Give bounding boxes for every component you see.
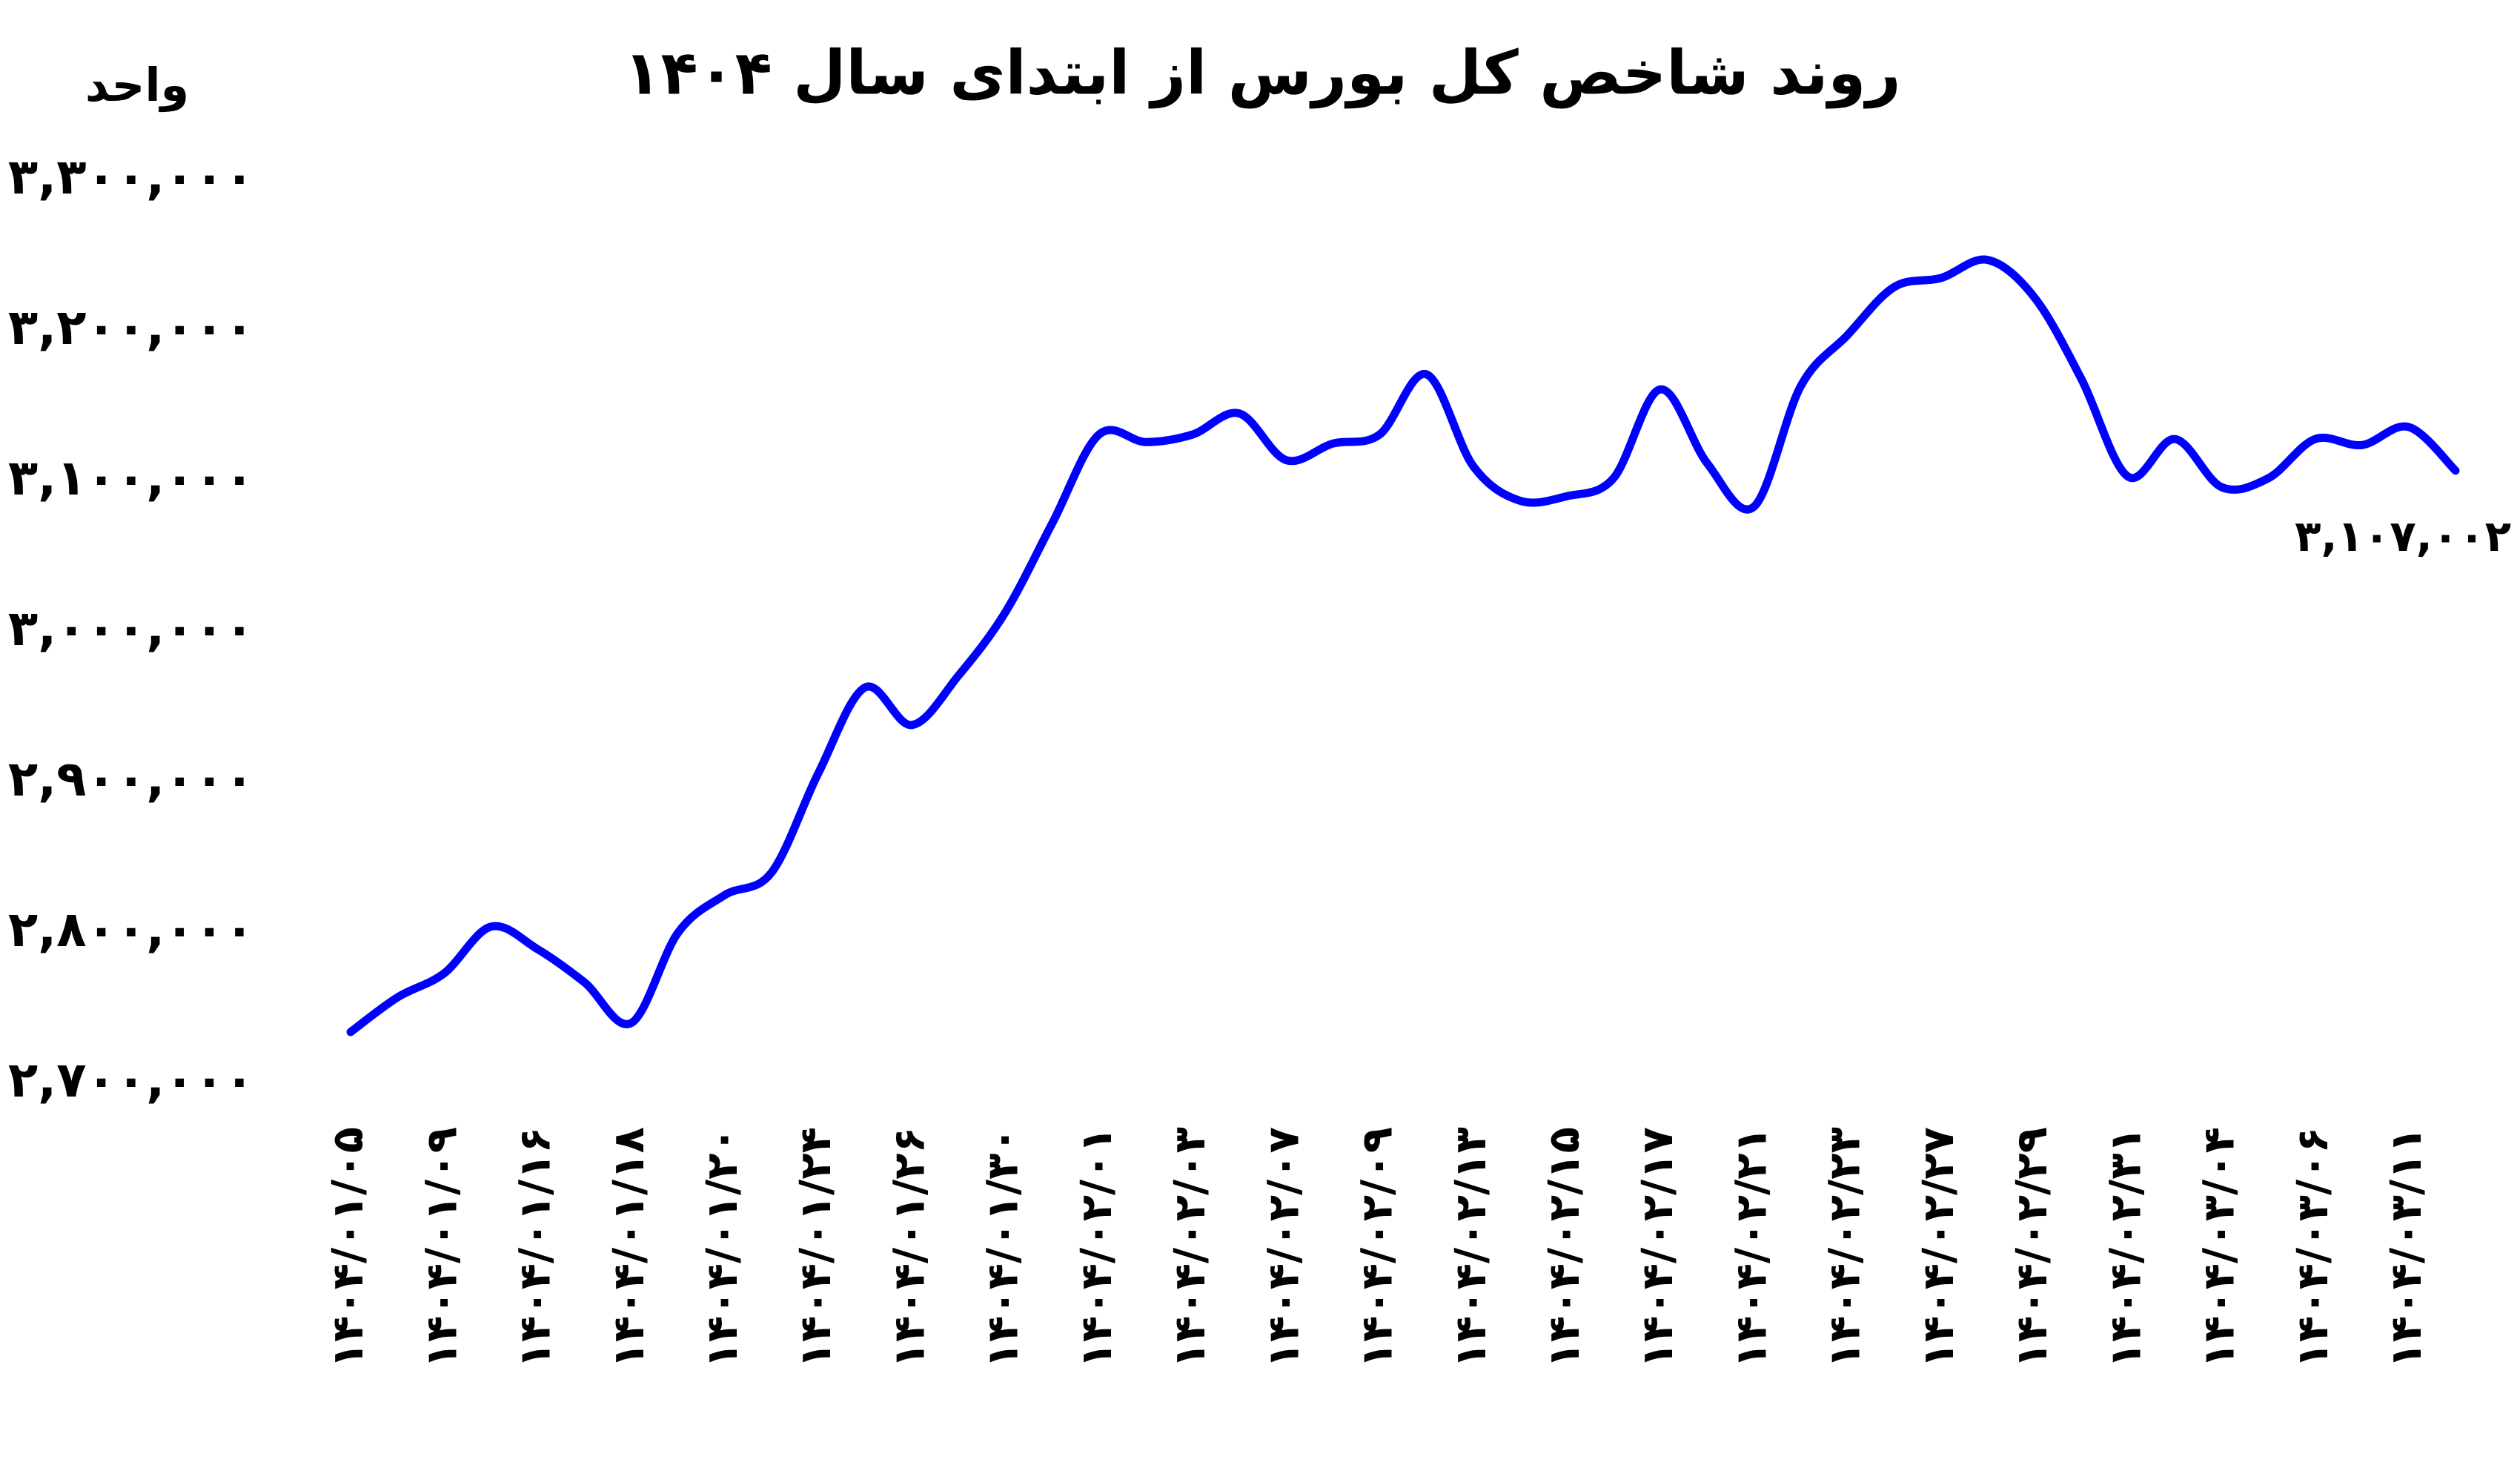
y-tick-label: ۳,۳۰۰,۰۰۰ <box>8 148 254 205</box>
y-tick-label: ۳,۰۰۰,۰۰۰ <box>8 600 254 657</box>
x-tick-label: ۱۴۰۴/۰۲/۱۵ <box>1539 1127 1589 1369</box>
x-tick-label: ۱۴۰۴/۰۱/۲۰ <box>697 1127 747 1369</box>
x-tick-label: ۱۴۰۴/۰۲/۱۳ <box>1445 1127 1496 1369</box>
x-tick-label: ۱۴۰۴/۰۳/۰۴ <box>2194 1127 2244 1369</box>
x-tick-label: ۱۴۰۴/۰۳/۱۱ <box>2381 1127 2431 1369</box>
x-tick-label: ۱۴۰۴/۰۱/۱۶ <box>510 1127 560 1369</box>
x-tick-label: ۱۴۰۴/۰۲/۳۱ <box>2100 1127 2150 1369</box>
x-tick-label: ۱۴۰۴/۰۱/۱۸ <box>603 1127 654 1369</box>
y-axis-label: واحد <box>85 58 189 112</box>
line <box>346 255 2460 1036</box>
x-tick-label: ۱۴۰۴/۰۱/۲۴ <box>790 1127 840 1369</box>
x-tick-label: ۱۴۰۴/۰۲/۲۷ <box>1913 1127 1963 1369</box>
x-tick-label: ۱۴۰۴/۰۲/۱۷ <box>1632 1127 1682 1369</box>
y-tick-label: ۲,۸۰۰,۰۰۰ <box>8 901 254 958</box>
x-tick-label: ۱۴۰۴/۰۱/۰۵ <box>322 1127 373 1369</box>
x-tick-label: ۱۴۰۴/۰۲/۲۹ <box>2006 1127 2057 1369</box>
y-tick-label: ۲,۹۰۰,۰۰۰ <box>8 750 254 807</box>
x-tick-label: ۱۴۰۴/۰۲/۰۷ <box>1258 1127 1308 1369</box>
y-tick-label: ۲,۷۰۰,۰۰۰ <box>8 1051 254 1108</box>
x-tick-label: ۱۴۰۴/۰۱/۳۰ <box>978 1127 1028 1369</box>
value-label: ۳,۱۰۷,۰۰۲ <box>2295 511 2511 561</box>
x-tick-label: ۱۴۰۴/۰۲/۰۱ <box>1071 1127 1121 1369</box>
x-tick-label: ۱۴۰۴/۰۲/۲۱ <box>1725 1127 1776 1369</box>
chart-title: روند شاخص کل بورس از ابتدای سال ۱۴۰۴ <box>623 38 1900 109</box>
x-tick-label: ۱۴۰۴/۰۳/۰۶ <box>2287 1127 2338 1369</box>
y-tick-label: ۳,۱۰۰,۰۰۰ <box>8 449 254 506</box>
x-tick-label: ۱۴۰۴/۰۲/۰۹ <box>1352 1127 1402 1369</box>
x-tick-label: ۱۴۰۴/۰۱/۲۶ <box>883 1127 934 1369</box>
x-tick-label: ۱۴۰۴/۰۲/۰۳ <box>1164 1127 1215 1369</box>
y-tick-label: ۳,۲۰۰,۰۰۰ <box>8 299 254 356</box>
x-tick-label: ۱۴۰۴/۰۱/۰۹ <box>416 1127 466 1369</box>
x-tick-label: ۱۴۰۴/۰۲/۲۳ <box>1820 1127 1870 1369</box>
